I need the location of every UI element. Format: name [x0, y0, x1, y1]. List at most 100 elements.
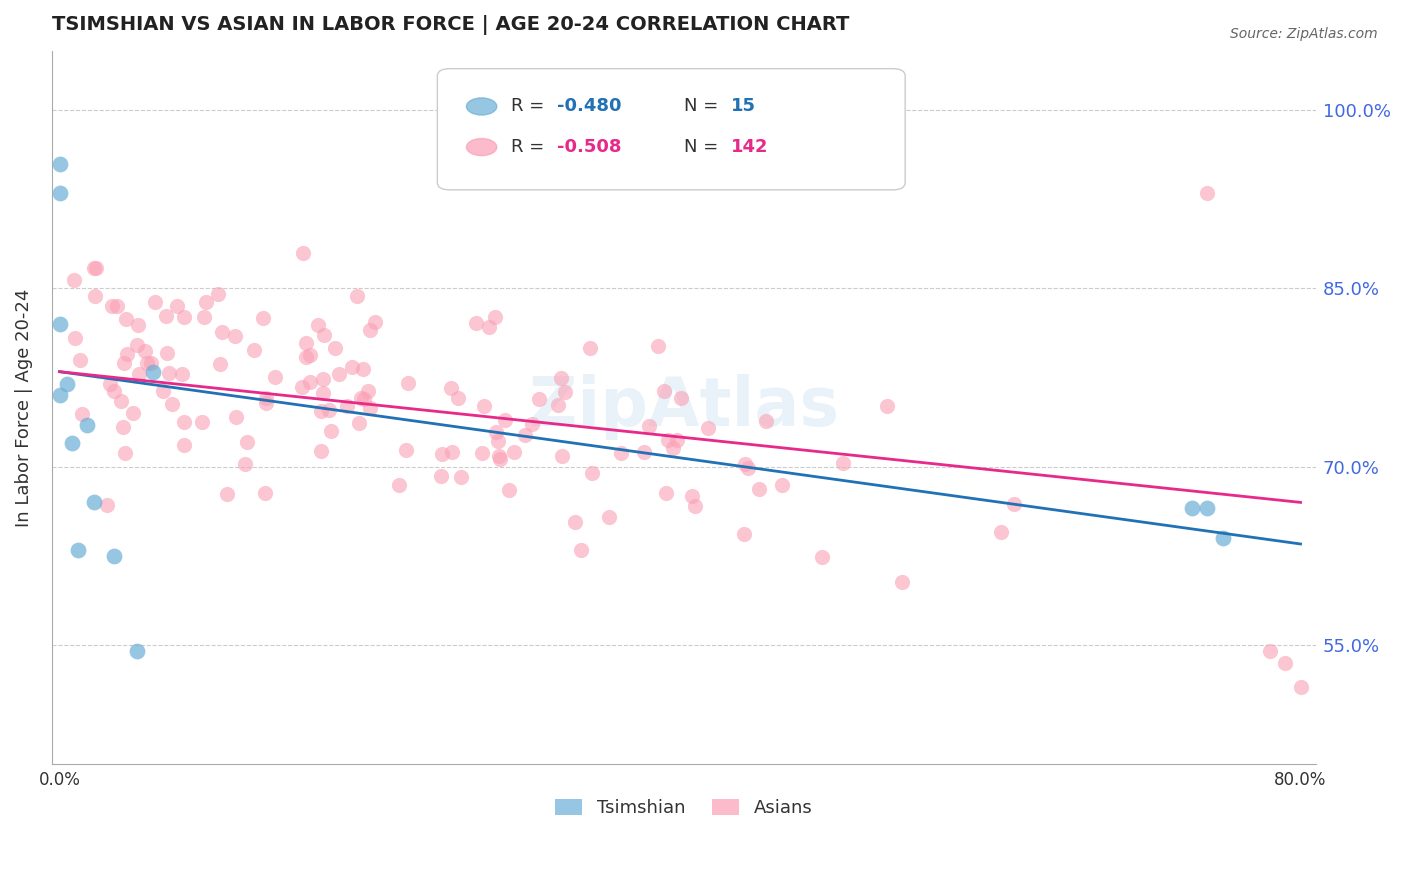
- Point: [314, 328, 336, 343]
- Point: [84, 289, 107, 303]
- Point: [72, 407, 94, 421]
- Point: [547, 398, 569, 412]
- Point: [307, 318, 329, 333]
- Point: [683, 499, 706, 513]
- Point: [486, 434, 509, 448]
- Point: [697, 420, 720, 434]
- Point: [520, 417, 543, 432]
- Point: [125, 338, 148, 352]
- Point: [173, 415, 195, 429]
- Text: -0.508: -0.508: [557, 138, 621, 156]
- Point: [254, 486, 277, 500]
- Point: [340, 359, 363, 374]
- Point: [152, 384, 174, 398]
- Point: [224, 329, 246, 343]
- Point: [295, 350, 318, 364]
- Point: [96, 498, 118, 512]
- Point: [647, 339, 669, 353]
- Point: [352, 361, 374, 376]
- Point: [112, 356, 135, 370]
- Circle shape: [467, 138, 496, 155]
- Point: [569, 543, 592, 558]
- Point: [311, 444, 333, 458]
- Point: [136, 356, 159, 370]
- Point: [662, 441, 685, 455]
- Point: [513, 427, 536, 442]
- Point: [610, 446, 633, 460]
- Point: [122, 406, 145, 420]
- Point: [990, 525, 1012, 540]
- Point: [48, 317, 70, 331]
- Point: [669, 391, 692, 405]
- Point: [430, 469, 453, 483]
- Point: [325, 341, 347, 355]
- Point: [83, 495, 105, 509]
- Point: [295, 335, 318, 350]
- Point: [56, 376, 79, 391]
- FancyBboxPatch shape: [437, 69, 905, 190]
- Point: [235, 458, 257, 472]
- Point: [291, 246, 314, 260]
- Point: [1181, 501, 1204, 516]
- Circle shape: [467, 98, 496, 115]
- Point: [173, 310, 195, 325]
- Text: -0.480: -0.480: [557, 97, 621, 115]
- Point: [876, 399, 898, 413]
- Point: [236, 434, 259, 449]
- Text: R =: R =: [510, 97, 550, 115]
- Point: [396, 376, 419, 390]
- Point: [1258, 644, 1281, 658]
- Legend: Tsimshian, Asians: Tsimshian, Asians: [546, 789, 821, 826]
- Point: [60, 436, 83, 450]
- Point: [772, 478, 794, 492]
- Point: [395, 443, 418, 458]
- Point: [359, 323, 381, 337]
- Point: [142, 365, 165, 379]
- Point: [264, 369, 287, 384]
- Point: [114, 446, 136, 460]
- Point: [388, 478, 411, 492]
- Point: [1002, 497, 1025, 511]
- Point: [166, 299, 188, 313]
- Point: [114, 312, 136, 326]
- Point: [832, 456, 855, 470]
- Point: [105, 299, 128, 313]
- Point: [733, 527, 755, 541]
- Point: [63, 331, 86, 345]
- Point: [127, 318, 149, 332]
- Point: [755, 414, 778, 428]
- Point: [633, 445, 655, 459]
- Point: [737, 460, 759, 475]
- Point: [551, 449, 574, 463]
- Point: [299, 375, 322, 389]
- Point: [209, 357, 232, 371]
- Point: [207, 286, 229, 301]
- Point: [309, 403, 332, 417]
- Point: [1197, 186, 1219, 201]
- Point: [62, 273, 84, 287]
- Text: TSIMSHIAN VS ASIAN IN LABOR FORCE | AGE 20-24 CORRELATION CHART: TSIMSHIAN VS ASIAN IN LABOR FORCE | AGE …: [52, 15, 849, 35]
- Point: [83, 261, 105, 276]
- Point: [598, 510, 620, 524]
- Point: [364, 315, 387, 329]
- Point: [318, 403, 340, 417]
- Point: [48, 157, 70, 171]
- Point: [173, 438, 195, 452]
- Point: [139, 356, 162, 370]
- Point: [353, 392, 375, 406]
- Point: [134, 344, 156, 359]
- Text: N =: N =: [683, 97, 724, 115]
- Point: [115, 347, 138, 361]
- Point: [891, 574, 914, 589]
- Point: [336, 399, 359, 413]
- Point: [581, 466, 603, 480]
- Point: [103, 549, 125, 563]
- Point: [76, 418, 98, 433]
- Text: ZipAtlas: ZipAtlas: [529, 375, 839, 441]
- Point: [447, 392, 470, 406]
- Point: [225, 409, 247, 424]
- Point: [48, 388, 70, 402]
- Point: [494, 413, 516, 427]
- Point: [254, 391, 277, 405]
- Point: [128, 367, 150, 381]
